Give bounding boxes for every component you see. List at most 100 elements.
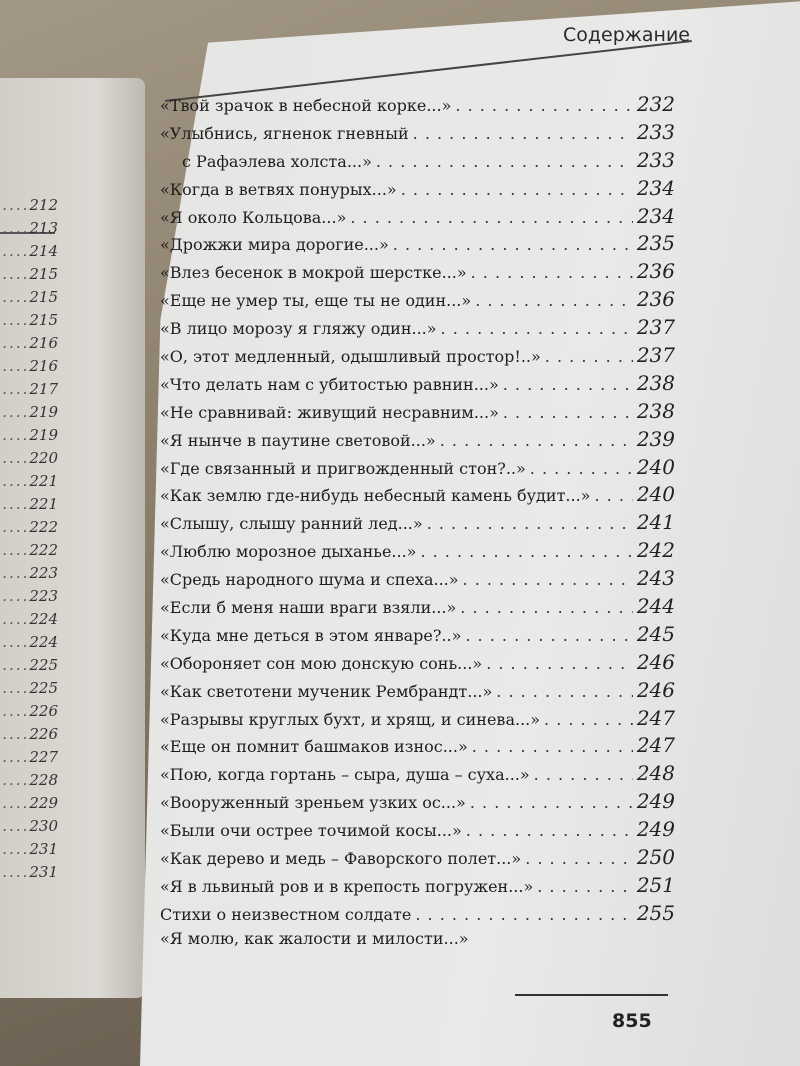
entry-title: «Были очи острее точимой косы...» bbox=[160, 821, 462, 841]
page-ref: 224 bbox=[29, 633, 58, 651]
leader-dots bbox=[350, 208, 632, 227]
entry-title: «Люблю морозное дыханье...» bbox=[160, 542, 417, 562]
leader-dots: ..... bbox=[0, 794, 30, 812]
page-ref: 215 bbox=[29, 311, 58, 329]
toc-entry: «Дрожжи мира дорогие...» 235 bbox=[160, 231, 675, 259]
toc-entry: «Люблю морозное дыханье...» 242 bbox=[160, 538, 675, 566]
leader-dots: ..... bbox=[0, 334, 30, 352]
left-page-entry: .....220 bbox=[0, 449, 58, 467]
left-page-entry: .....225 bbox=[0, 679, 58, 697]
leader-dots bbox=[471, 263, 633, 282]
page-ref: 219 bbox=[29, 403, 58, 421]
page-ref: 224 bbox=[29, 610, 58, 628]
toc-entry: «Слышу, слышу ранний лед...» 241 bbox=[160, 510, 675, 538]
entry-title: с Рафаэлева холста...» bbox=[182, 151, 372, 171]
left-page-entry: .....222 bbox=[0, 541, 58, 559]
entry-page: 246 bbox=[636, 677, 675, 702]
page-ref: 216 bbox=[29, 334, 58, 352]
left-page-entry: .....227 bbox=[0, 748, 58, 766]
entry-title: «В лицо морозу я гляжу один...» bbox=[160, 319, 437, 339]
entry-title: «Как дерево и медь – Фаворского полет...… bbox=[160, 849, 522, 869]
entry-title: «Не сравнивай: живущий несравним...» bbox=[160, 402, 499, 422]
toc-entry: «Когда в ветвях понурых...» 234 bbox=[160, 176, 675, 204]
toc-entry: «Средь народного шума и спеха...» 243 bbox=[160, 566, 675, 594]
left-page-entry: .....226 bbox=[0, 725, 58, 743]
toc-entry: «Где связанный и пригвожденный стон?..» 2… bbox=[160, 455, 675, 483]
entry-title: «Еще он помнит башмаков износ...» bbox=[160, 737, 468, 757]
leader-dots bbox=[465, 626, 632, 645]
leader-dots: ..... bbox=[0, 679, 30, 697]
page-ref: 228 bbox=[29, 771, 58, 789]
entry-title: «Улыбнись, ягненок гневный bbox=[160, 123, 409, 143]
page-ref: 212 bbox=[29, 196, 58, 214]
page-ref: 217 bbox=[29, 380, 58, 398]
leader-dots: ..... bbox=[0, 311, 30, 329]
leader-dots: ..... bbox=[0, 702, 30, 720]
leader-dots: ..... bbox=[0, 518, 30, 536]
leader-dots: ..... bbox=[0, 265, 30, 283]
toc-entry: «Как землю где-нибудь небесный камень бу… bbox=[160, 482, 675, 510]
entry-page: 247 bbox=[636, 705, 675, 730]
toc-entry: «О, этот медленный, одышливый простор!..… bbox=[160, 343, 675, 371]
left-page-entry: .....228 bbox=[0, 771, 58, 789]
left-page-rule bbox=[0, 232, 55, 234]
leader-dots bbox=[472, 737, 633, 756]
leader-dots bbox=[376, 152, 633, 171]
entry-page: 251 bbox=[636, 872, 675, 897]
entry-title: «Я в львиный ров и в крепость погружен..… bbox=[160, 876, 534, 896]
page-ref: 219 bbox=[29, 426, 58, 444]
leader-dots bbox=[503, 403, 633, 422]
left-page-entry: .....215 bbox=[0, 311, 58, 329]
left-page-entry: .....219 bbox=[0, 403, 58, 421]
leader-dots bbox=[486, 654, 633, 673]
leader-dots: ..... bbox=[0, 242, 30, 260]
entry-title: «Я нынче в паутине световой...» bbox=[160, 430, 436, 450]
leader-dots: ..... bbox=[0, 840, 30, 858]
leader-dots bbox=[466, 821, 633, 840]
leader-dots: ..... bbox=[0, 771, 30, 789]
entry-page: 250 bbox=[636, 845, 675, 870]
leader-dots: ..... bbox=[0, 610, 30, 628]
leader-dots bbox=[537, 877, 633, 896]
entry-title: «Обороняет сон мою донскую сонь...» bbox=[160, 653, 483, 673]
left-page-entry: .....224 bbox=[0, 610, 58, 628]
leader-dots bbox=[530, 459, 633, 478]
page-ref: 215 bbox=[29, 265, 58, 283]
leader-dots bbox=[544, 710, 633, 729]
left-page-entry: .....212 bbox=[0, 196, 58, 214]
entry-page: 246 bbox=[636, 649, 675, 674]
entry-title: «Я около Кольцова...» bbox=[160, 207, 347, 227]
leader-dots bbox=[420, 542, 632, 561]
leader-dots: ..... bbox=[0, 449, 30, 467]
leader-dots: ..... bbox=[0, 357, 30, 375]
toc-entry: «Еще он помнит башмаков износ...» 247 bbox=[160, 733, 675, 761]
entry-title: «Пою, когда гортань – сыра, душа – суха.… bbox=[160, 765, 530, 785]
entry-title: «Куда мне деться в этом январе?..» bbox=[160, 625, 462, 645]
toc-entry: Стихи о неизвестном солдате 255 bbox=[160, 901, 675, 929]
leader-dots bbox=[534, 765, 633, 784]
page-ref: 225 bbox=[29, 679, 58, 697]
entry-title: Стихи о неизвестном солдате bbox=[160, 904, 412, 924]
left-page-entry: .....215 bbox=[0, 265, 58, 283]
entry-page: 242 bbox=[636, 538, 675, 563]
toc-entry: «Влез бесенок в мокрой шерстке...» 236 bbox=[160, 259, 675, 287]
toc-entry: «Я молю, как жалости и милости...» bbox=[160, 929, 675, 957]
leader-dots bbox=[594, 486, 632, 505]
leader-dots bbox=[470, 793, 633, 812]
entry-page: 237 bbox=[636, 343, 675, 368]
toc-entry: «Улыбнись, ягненок гневный 233 bbox=[160, 120, 675, 148]
running-header: Содержание bbox=[563, 24, 690, 46]
entry-title: «Вооруженный зреньем узких ос...» bbox=[160, 793, 466, 813]
page-ref: 220 bbox=[29, 449, 58, 467]
leader-dots: ..... bbox=[0, 472, 30, 490]
leader-dots bbox=[455, 96, 632, 115]
page-ref: 226 bbox=[29, 702, 58, 720]
leader-dots bbox=[463, 570, 633, 589]
entry-page: 238 bbox=[636, 398, 675, 423]
entry-title: «Еще не умер ты, еще ты не один...» bbox=[160, 291, 472, 311]
leader-dots: ..... bbox=[0, 587, 30, 605]
toc-entry: «Я около Кольцова...» 234 bbox=[160, 204, 675, 232]
entry-title: «Влез бесенок в мокрой шерстке...» bbox=[160, 263, 467, 283]
entry-page: 237 bbox=[636, 315, 675, 340]
toc-entry: «Вооруженный зреньем узких ос...» 249 bbox=[160, 789, 675, 817]
